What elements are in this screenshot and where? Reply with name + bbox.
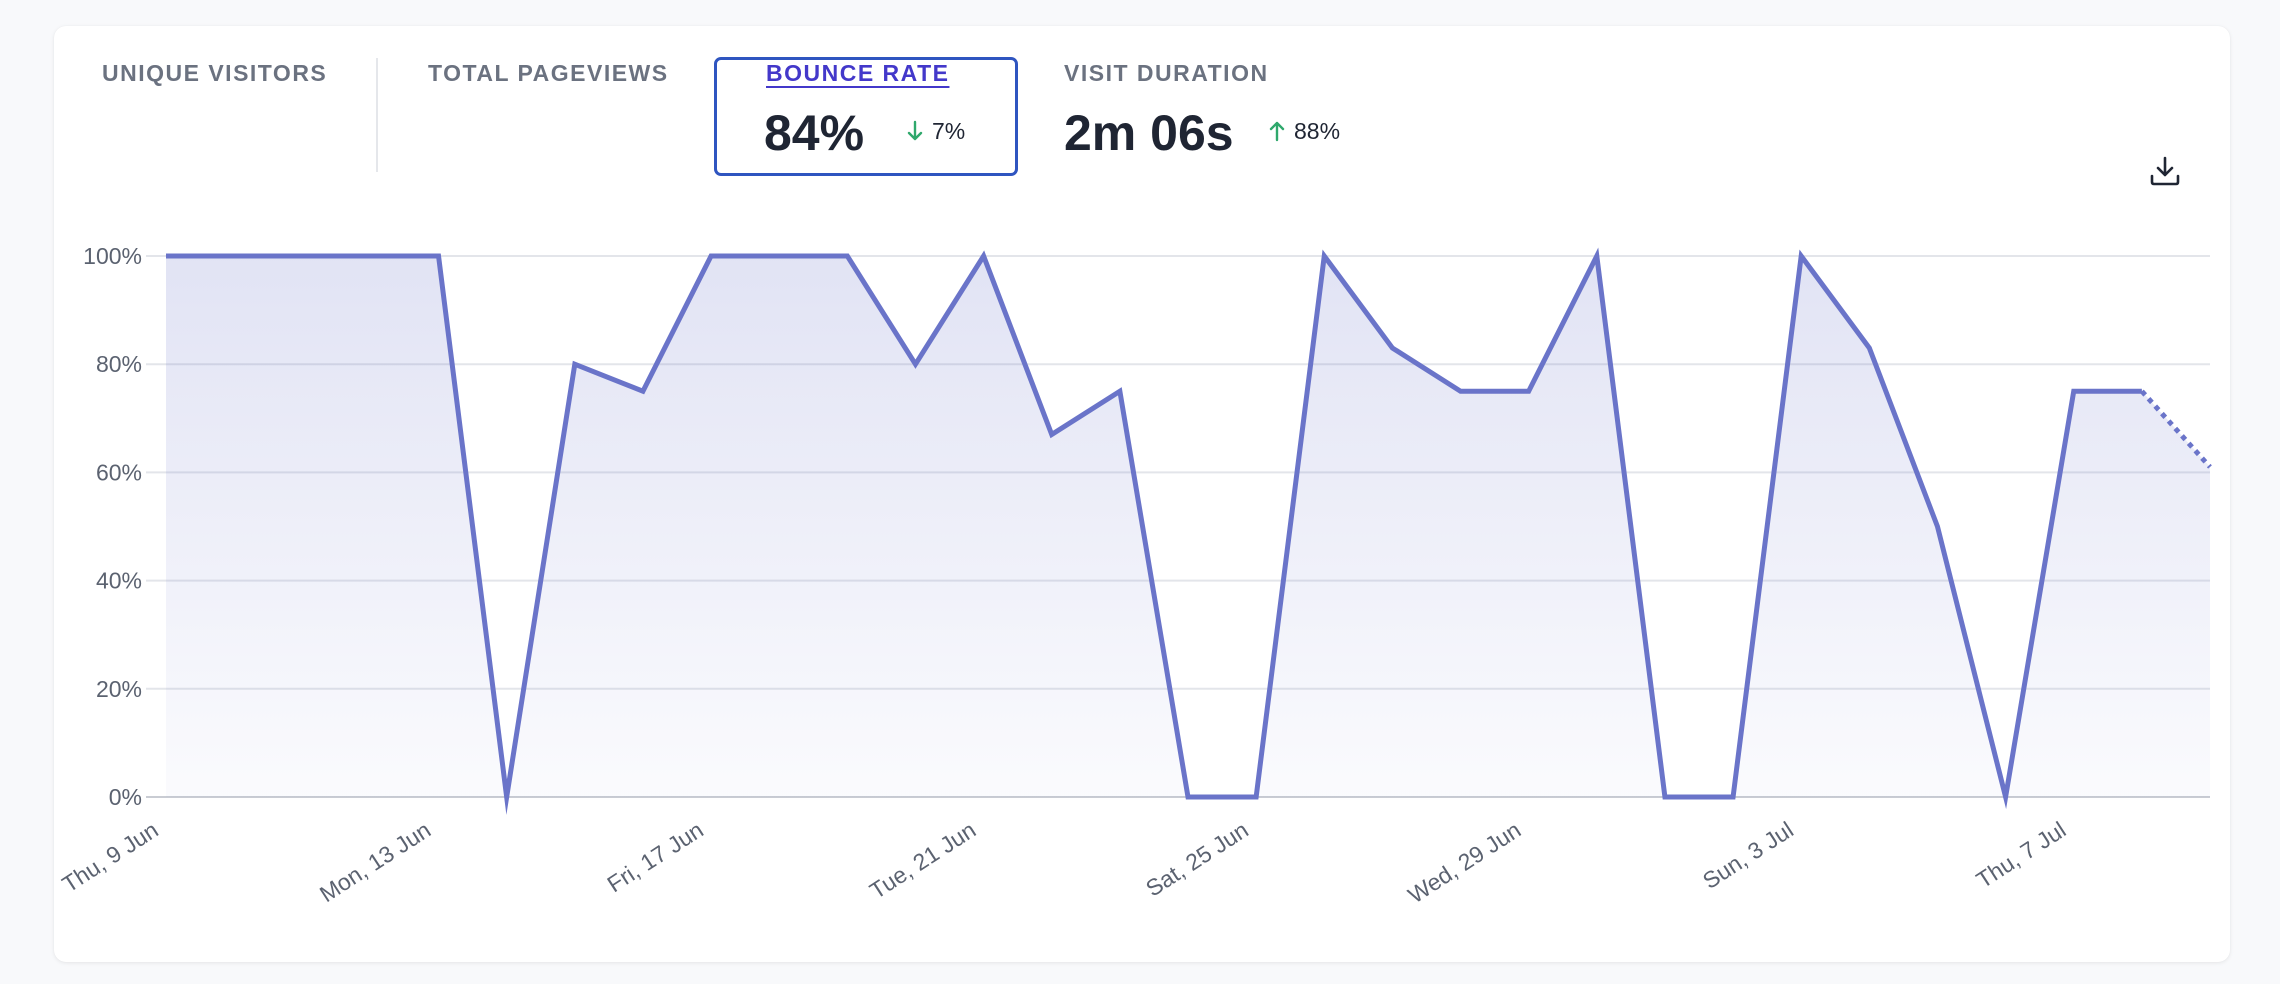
area-fill	[166, 256, 2210, 797]
x-tick-label: Wed, 29 Jun	[1403, 816, 1525, 908]
stat-bounce-rate-label[interactable]: BOUNCE RATE	[766, 60, 950, 86]
y-tick-label: 80%	[96, 351, 142, 377]
x-tick-label: Mon, 13 Jun	[315, 816, 435, 907]
series-line	[166, 247, 2142, 815]
arrow-down-icon	[907, 120, 923, 141]
arrow-up-icon	[1269, 121, 1285, 142]
x-tick-label: Thu, 7 Jul	[1972, 816, 2071, 893]
stat-total-pageviews[interactable]: TOTAL PAGEVIEWS	[428, 60, 669, 86]
visit-duration-change-value: 88%	[1294, 118, 1341, 144]
y-tick-label: 0%	[109, 784, 142, 810]
stat-divider	[376, 58, 378, 172]
x-tick-label: Tue, 21 Jun	[865, 816, 980, 904]
y-tick-label: 20%	[96, 676, 142, 702]
visit-duration-value: 2m 06s	[1064, 105, 1234, 161]
stat-unique-visitors[interactable]: UNIQUE VISITORS	[102, 60, 328, 86]
x-tick-label: Sat, 25 Jun	[1141, 816, 1253, 901]
bounce-rate-change: 7%	[906, 118, 965, 145]
stat-visit-duration[interactable]: VISIT DURATION	[1064, 60, 1269, 86]
download-icon[interactable]	[2148, 154, 2182, 188]
series-line-partial	[2140, 389, 2212, 469]
bounce-rate-change-value: 7%	[932, 118, 966, 144]
bounce-rate-value: 84%	[764, 105, 865, 161]
y-tick-label: 100%	[83, 243, 142, 269]
stat-bounce-rate-selected[interactable]	[714, 57, 1018, 176]
x-tick-label: Sun, 3 Jul	[1698, 816, 1798, 894]
y-tick-label: 40%	[96, 568, 142, 594]
visit-duration-change: 88%	[1268, 118, 1340, 145]
x-tick-label: Fri, 17 Jun	[603, 816, 708, 897]
y-tick-label: 60%	[96, 459, 142, 485]
x-tick-label: Thu, 9 Jun	[57, 816, 162, 897]
